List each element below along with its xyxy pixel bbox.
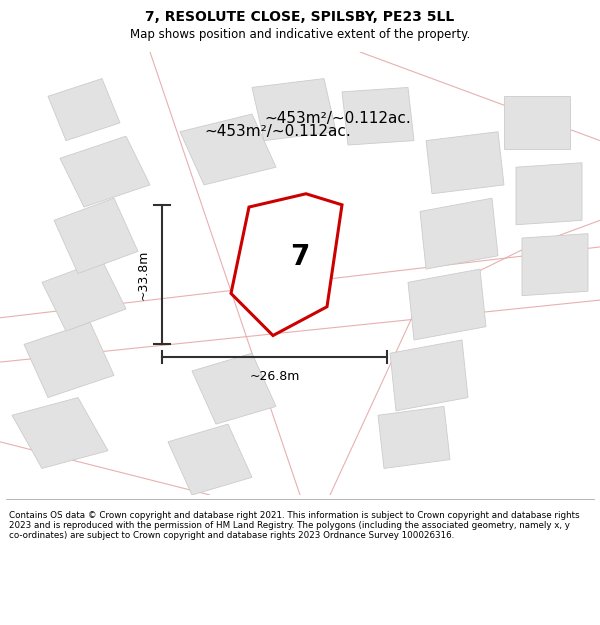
Polygon shape (180, 114, 276, 185)
Text: ~33.8m: ~33.8m (136, 249, 149, 300)
Text: ~453m²/~0.112ac.: ~453m²/~0.112ac. (264, 111, 411, 126)
Polygon shape (420, 198, 498, 269)
Polygon shape (504, 96, 570, 149)
Polygon shape (408, 269, 486, 340)
Text: Map shows position and indicative extent of the property.: Map shows position and indicative extent… (130, 28, 470, 41)
Polygon shape (342, 88, 414, 145)
Polygon shape (192, 353, 276, 424)
Text: 7, RESOLUTE CLOSE, SPILSBY, PE23 5LL: 7, RESOLUTE CLOSE, SPILSBY, PE23 5LL (145, 11, 455, 24)
Polygon shape (252, 79, 336, 141)
Polygon shape (24, 322, 114, 398)
Polygon shape (390, 340, 468, 411)
Polygon shape (168, 424, 252, 495)
Polygon shape (378, 406, 450, 468)
Polygon shape (42, 260, 126, 331)
Polygon shape (522, 234, 588, 296)
Text: 7: 7 (290, 243, 310, 271)
Polygon shape (12, 398, 108, 468)
Text: ~26.8m: ~26.8m (250, 370, 299, 383)
Polygon shape (48, 79, 120, 141)
Polygon shape (231, 194, 342, 336)
Text: Contains OS data © Crown copyright and database right 2021. This information is : Contains OS data © Crown copyright and d… (9, 511, 580, 541)
Polygon shape (426, 132, 504, 194)
Polygon shape (54, 198, 138, 274)
Text: ~453m²/~0.112ac.: ~453m²/~0.112ac. (204, 124, 351, 139)
Polygon shape (60, 136, 150, 207)
Polygon shape (516, 162, 582, 225)
